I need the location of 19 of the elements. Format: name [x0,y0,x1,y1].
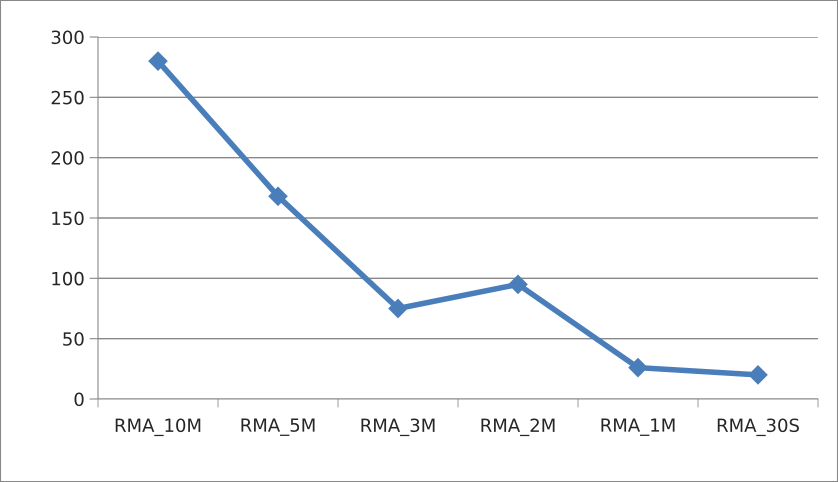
y-tick-label: 200 [52,151,84,165]
x-tick-label: RMA_1M [601,418,675,436]
y-tick-label: 100 [52,272,84,286]
y-tick-label: 250 [52,90,84,104]
y-tick-label: 300 [52,30,84,44]
point [508,274,528,294]
point [148,52,168,71]
x-tick-label: RMA_3M [361,418,435,436]
x-tick-label: RMA_2M [481,418,555,436]
point [748,365,768,384]
point [628,358,648,378]
x-tick-label: RMA_30S [718,418,799,436]
y-tick-label: 0 [74,392,84,406]
x-tick-label: RMA_5M [241,418,315,436]
y-tick-label: 50 [63,332,84,346]
y-tick-label: 150 [52,211,84,226]
x-tick-label: RMA_10M [116,418,200,436]
point [268,186,288,206]
point [388,298,408,318]
